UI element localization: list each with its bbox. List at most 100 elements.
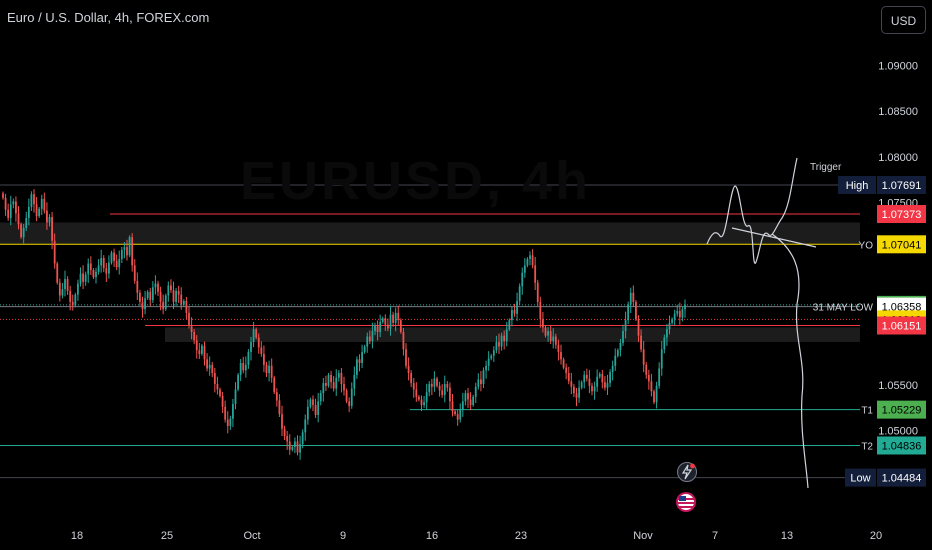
candle-body	[526, 258, 529, 266]
candle-body	[97, 265, 100, 272]
candle-body	[172, 290, 175, 302]
candle-body	[482, 370, 485, 384]
candle-body	[606, 383, 609, 388]
candle-body	[604, 382, 606, 388]
candle-body	[433, 378, 436, 387]
candle-body	[474, 386, 477, 397]
candle-body	[195, 340, 198, 351]
candle-body	[275, 392, 278, 401]
candle-body	[573, 386, 575, 394]
candle-body	[666, 329, 668, 338]
candle-body	[523, 265, 526, 273]
candle-body	[632, 292, 635, 302]
candle-body	[33, 194, 35, 205]
badge-label-box	[845, 468, 876, 487]
candle-body	[658, 368, 661, 386]
candle-body	[611, 365, 614, 373]
candle-body	[12, 201, 15, 205]
candle-body	[539, 301, 542, 320]
candle-body	[229, 418, 232, 426]
candle-body	[570, 381, 573, 387]
us-flag-icon[interactable]	[676, 492, 696, 512]
candle-body	[487, 358, 490, 366]
candle-body	[647, 374, 650, 382]
candle-body	[575, 393, 578, 398]
candle-body	[673, 313, 676, 320]
candle-body	[619, 342, 622, 351]
candle-body	[418, 396, 420, 400]
trigger-label: Trigger	[810, 162, 842, 173]
candle-body	[74, 294, 77, 306]
candle-body	[162, 301, 165, 310]
candle-body	[578, 387, 580, 398]
price-badge-value: 1.07041	[882, 239, 922, 251]
candle-body	[149, 291, 152, 301]
candle-body	[531, 255, 534, 266]
x-tick-label: 23	[515, 530, 527, 542]
candle-body	[379, 321, 382, 332]
price-badge-value: 1.07691	[882, 180, 922, 192]
candle-body	[123, 247, 126, 250]
price-badge	[877, 316, 926, 335]
candle-body	[203, 345, 206, 360]
candle-body	[425, 392, 428, 403]
candle-body	[239, 363, 242, 375]
price-badge-value: 1.04484	[882, 473, 922, 485]
candle-body	[260, 347, 263, 354]
candle-body	[637, 319, 640, 336]
candle-body	[451, 401, 454, 412]
candle-body	[521, 272, 524, 287]
candle-body	[585, 374, 588, 379]
candle-body	[113, 252, 115, 261]
candle-body	[505, 329, 508, 342]
candle-body	[436, 378, 438, 386]
candle-body	[157, 283, 159, 292]
candle-body	[56, 263, 59, 283]
candle-body	[361, 352, 363, 364]
price-badge-value: 1.06151	[882, 321, 922, 333]
candle-body	[392, 314, 394, 323]
candle-body	[283, 428, 286, 437]
x-tick-label: 16	[426, 530, 438, 542]
candle-body	[614, 355, 617, 366]
candle-body	[89, 263, 92, 270]
y-tick-label: 1.08500	[878, 106, 918, 118]
candle-body	[485, 365, 487, 371]
candle-body	[71, 301, 74, 306]
supply-zone	[0, 222, 860, 245]
candle-body	[164, 295, 167, 310]
freehand-drawing	[706, 157, 817, 489]
candle-body	[110, 252, 113, 263]
candle-body	[536, 282, 539, 302]
candle-body	[356, 359, 358, 375]
candle-body	[15, 201, 17, 214]
currency-button[interactable]: USD	[881, 6, 926, 34]
candle-body	[332, 382, 335, 389]
candle-body	[159, 291, 162, 302]
axes: 1.090001.085001.080001.075001.055001.050…	[71, 61, 918, 542]
candle-body	[278, 400, 281, 415]
candle-body	[273, 377, 276, 393]
x-tick-label: 18	[71, 530, 83, 542]
trend-stroke	[731, 227, 817, 248]
candle-body	[177, 290, 180, 295]
price-badge-value: 1.04836	[882, 440, 922, 452]
lightning-icon[interactable]	[677, 462, 697, 482]
candle-body	[211, 364, 214, 374]
candle-body	[381, 318, 384, 322]
candle-body	[588, 378, 591, 386]
candle-body	[580, 382, 583, 388]
candle-body	[319, 393, 322, 402]
candle-body	[232, 404, 234, 419]
candle-body	[627, 304, 630, 321]
candle-body	[402, 331, 405, 350]
candle-body	[376, 325, 379, 332]
candle-body	[371, 331, 374, 342]
candle-body	[208, 364, 211, 369]
candle-body	[387, 324, 389, 329]
candle-body	[185, 300, 188, 313]
level-label: YO	[859, 240, 874, 251]
candle-body	[170, 285, 172, 291]
price-badge	[877, 468, 926, 487]
